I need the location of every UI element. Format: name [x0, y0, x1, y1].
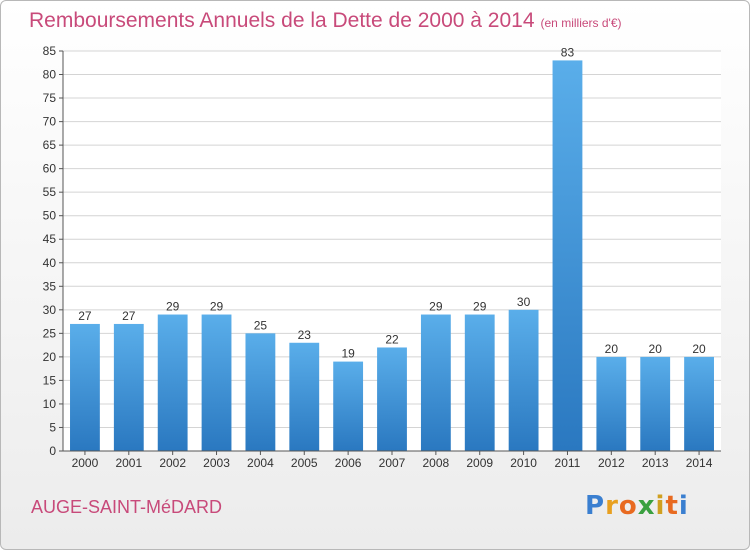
bar-2013: [640, 356, 671, 451]
data-label-2008: 29: [429, 300, 443, 314]
data-label-2000: 27: [78, 309, 92, 323]
logo-letter: x: [637, 491, 656, 521]
y-tick-label: 75: [43, 91, 57, 105]
data-label-2011: 83: [561, 45, 575, 59]
bar-2002: [157, 314, 188, 451]
x-tick-label-2005: 2005: [291, 456, 318, 470]
x-tick-label-2002: 2002: [159, 456, 186, 470]
data-label-2004: 25: [254, 318, 268, 332]
x-tick-label-2007: 2007: [379, 456, 406, 470]
y-tick-label: 35: [43, 279, 57, 293]
x-tick-label-2004: 2004: [247, 456, 274, 470]
y-tick-label: 80: [43, 68, 57, 82]
y-tick-label: 5: [49, 420, 56, 434]
y-tick-label: 40: [43, 256, 57, 270]
bar-2007: [377, 347, 407, 451]
y-tick-label: 70: [43, 115, 57, 129]
x-tick-label-2011: 2011: [555, 456, 581, 470]
data-label-2001: 27: [122, 309, 136, 323]
bar-2010: [508, 309, 539, 451]
x-axis: 2000 2001 2002 2003 2004 2005 2006 2007 2008 2009…: [63, 450, 721, 470]
bar-2006: [333, 361, 364, 451]
data-label-2014: 20: [692, 342, 706, 356]
logo-letter: i: [678, 491, 689, 521]
x-tick-label-2008: 2008: [423, 456, 450, 470]
y-axis: 0 5 10 15 20 25 30 35 40 45 50 55 60 65 70 75 80 85: [43, 44, 64, 458]
commune-name: AUGE-SAINT-MéDARD: [31, 497, 223, 517]
bar-2004: [245, 333, 276, 451]
y-tick-label: 85: [43, 44, 57, 58]
bar-2009: [464, 314, 495, 451]
x-tick-label-2006: 2006: [335, 456, 362, 470]
bars: 27 27 29 29 25 23 19 22 29 29 30 83 20 20 20: [70, 45, 714, 451]
y-tick-label: 30: [43, 303, 57, 317]
y-tick-label: 60: [43, 162, 57, 176]
proxiti-logo: Proxiti: [585, 491, 689, 521]
x-tick-label-2012: 2012: [598, 456, 625, 470]
logo-letter: P: [585, 491, 606, 521]
bar-2011: [552, 60, 583, 451]
data-label-2007: 22: [385, 332, 399, 346]
data-label-2013: 20: [649, 342, 663, 356]
data-label-2010: 30: [517, 295, 531, 309]
data-label-2012: 20: [605, 342, 619, 356]
x-tick-label-2000: 2000: [72, 456, 99, 470]
y-tick-label: 10: [43, 397, 57, 411]
y-tick-label: 45: [43, 232, 57, 246]
chart-title: Remboursements Annuels de la Dette de 20…: [29, 9, 622, 33]
data-label-2002: 29: [166, 300, 180, 314]
chart-subtitle: (en milliers d'€): [540, 16, 622, 30]
y-tick-label: 65: [43, 138, 57, 152]
x-tick-label-2001: 2001: [115, 456, 142, 470]
bar-2012: [596, 356, 627, 451]
chart-title-text: Remboursements Annuels de la Dette de 20…: [29, 9, 535, 32]
x-tick-label-2013: 2013: [642, 456, 669, 470]
data-label-2009: 29: [473, 300, 487, 314]
y-tick-label: 25: [43, 326, 57, 340]
logo-letter: i: [655, 491, 666, 521]
y-tick-label: 20: [43, 350, 57, 364]
logo-letter: o: [618, 491, 638, 521]
logo-letter: t: [665, 491, 679, 521]
data-label-2006: 19: [341, 347, 355, 361]
y-tick-label: 55: [43, 185, 57, 199]
bar-2003: [201, 314, 232, 451]
y-tick-label: 0: [49, 444, 56, 458]
bar-2014: [684, 356, 714, 451]
x-tick-label-2014: 2014: [686, 456, 713, 470]
logo-letter: r: [605, 491, 619, 521]
x-tick-label-2010: 2010: [510, 456, 537, 470]
bar-2000: [70, 323, 100, 451]
x-tick-label-2009: 2009: [466, 456, 493, 470]
y-tick-label: 15: [43, 373, 57, 387]
x-tick-label-2003: 2003: [203, 456, 230, 470]
data-label-2005: 23: [298, 328, 312, 342]
bar-2001: [113, 323, 144, 451]
y-tick-label: 50: [43, 209, 57, 223]
bar-2005: [289, 342, 320, 451]
bar-2008: [420, 314, 451, 451]
data-label-2003: 29: [210, 300, 224, 314]
